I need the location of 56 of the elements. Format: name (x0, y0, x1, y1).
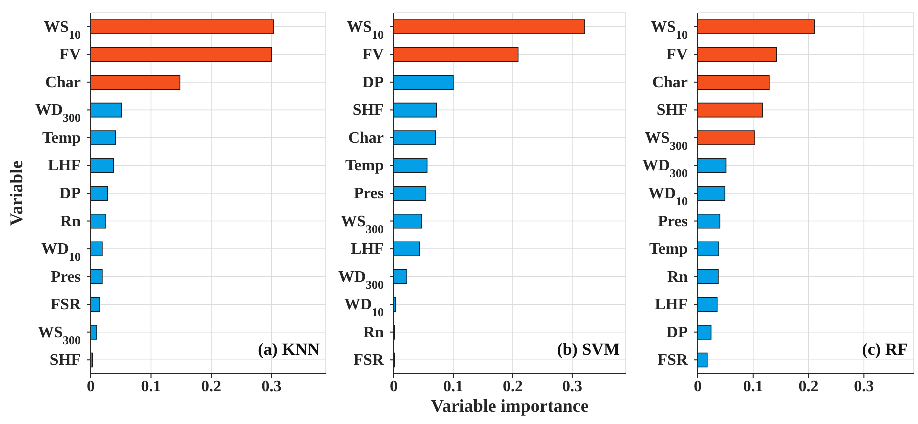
y-tick-label: Pres (354, 186, 384, 202)
y-tick-label: WS$_{300}$ (645, 130, 688, 153)
y-tick-label: Temp (649, 241, 688, 258)
y-tick-label: LHF (655, 296, 688, 314)
y-tick-label: WD$_{10}$ (41, 241, 81, 264)
y-tick-label: Rn (364, 324, 384, 342)
y-tick-label: WS$_{300}$ (341, 213, 384, 236)
y-tick-label: Rn (60, 213, 82, 230)
y-tick-label: WS$_{10}$ (651, 18, 688, 42)
x-tick-label: 0 (87, 378, 95, 396)
x-tick-label: 0.3 (262, 378, 282, 396)
x-tick-label: 0.1 (141, 378, 162, 396)
x-tick-label: 0.2 (202, 378, 222, 396)
y-tick-label: FV (362, 46, 384, 64)
y-tick-label: FV (666, 46, 688, 64)
y-tick-label: FSR (658, 352, 688, 370)
y-tick-label: DP (666, 324, 688, 342)
y-tick-label: Temp (42, 130, 82, 147)
y-tick-label: Pres (51, 268, 81, 286)
y-tick-label: Pres (658, 213, 688, 230)
y-tick-label: WD$_{10}$ (344, 296, 384, 320)
x-tick-label: 0.1 (743, 378, 764, 396)
y-tick-label: LHF (48, 158, 82, 175)
y-tick-label: WS$_{10}$ (44, 18, 81, 42)
y-tick-label: SHF (50, 352, 82, 370)
x-tick-label: 0.3 (562, 378, 582, 396)
y-axis-title: Variable (6, 160, 26, 226)
y-tick-label: FV (60, 46, 82, 64)
y-tick-label: WS$_{10}$ (347, 18, 384, 42)
x-tick-label: 0.2 (798, 378, 819, 396)
x-tick-label: 0 (390, 378, 398, 396)
x-tick-label: 0.1 (443, 378, 464, 396)
y-tick-label: WD$_{300}$ (338, 268, 384, 292)
y-tick-label: WD$_{300}$ (642, 158, 688, 181)
y-tick-label: Char (652, 74, 688, 92)
x-axis-title: Variable importance (431, 396, 589, 416)
annotation: (b) SVM (557, 340, 620, 360)
annotation: (a) KNN (258, 340, 320, 360)
y-tick-label: DP (60, 186, 82, 202)
y-tick-label: WD$_{10}$ (648, 186, 688, 208)
annotation: (c) RF (862, 340, 908, 360)
y-tick-label: Char (45, 74, 81, 92)
y-tick-label: WS$_{300}$ (38, 324, 81, 348)
x-tick-label: 0 (694, 378, 702, 396)
y-tick-label: FSR (50, 296, 82, 314)
x-tick-label: 0.3 (854, 378, 874, 396)
y-tick-label: Char (348, 130, 384, 147)
y-tick-label: DP (362, 74, 384, 92)
y-tick-label: SHF (352, 102, 384, 120)
y-tick-label: WD$_{300}$ (35, 102, 81, 126)
y-tick-label: LHF (351, 241, 384, 258)
y-tick-label: Rn (668, 268, 688, 286)
y-tick-label: SHF (656, 102, 688, 120)
x-tick-label: 0.2 (502, 378, 523, 396)
y-tick-label: Temp (345, 158, 384, 175)
y-tick-label: FSR (354, 352, 384, 370)
